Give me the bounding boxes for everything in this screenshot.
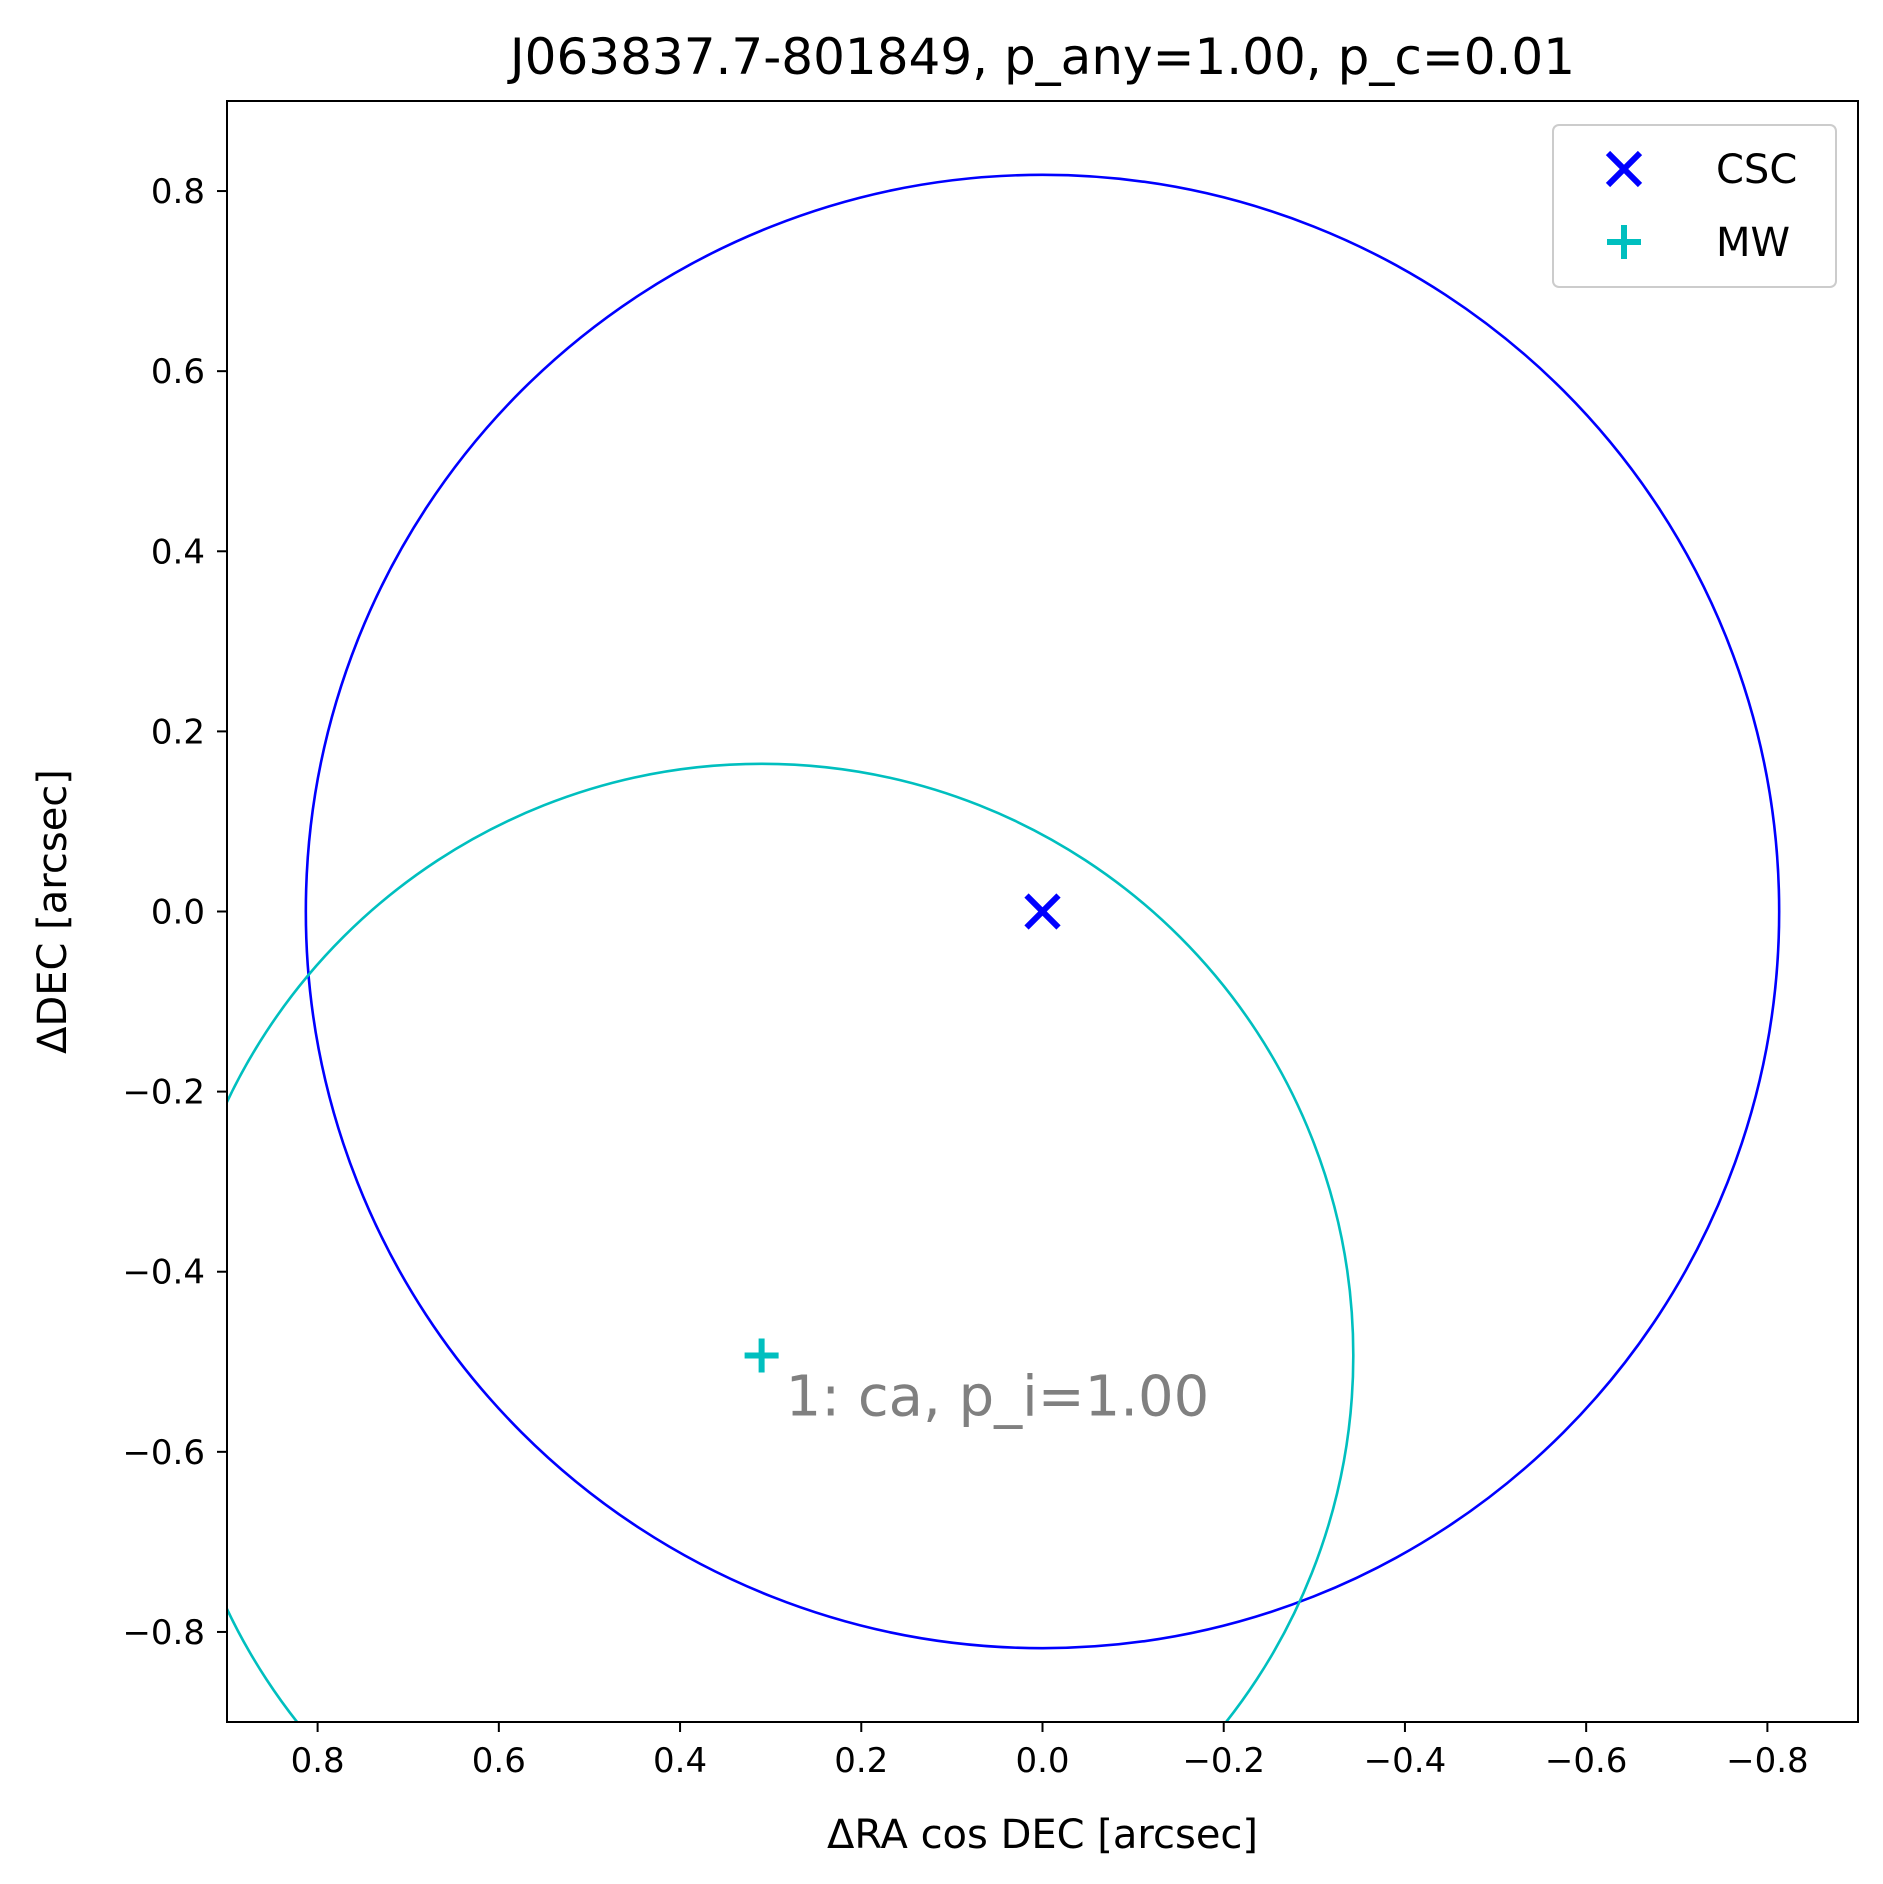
- x-tick-label: −0.2: [1182, 1741, 1265, 1781]
- x-tick-label: 0.0: [1015, 1741, 1069, 1781]
- legend: CSC MW: [1552, 124, 1837, 288]
- y-tick-label: −0.6: [122, 1433, 205, 1473]
- x-axis-label: ΔRA cos DEC [arcsec]: [827, 1812, 1258, 1858]
- y-tick-label: −0.4: [122, 1253, 205, 1293]
- x-tick-label: 0.2: [834, 1741, 888, 1781]
- mw-marker: [744, 1338, 779, 1373]
- x-tick-label: −0.4: [1364, 1741, 1447, 1781]
- legend-mw-icon: [1607, 225, 1641, 259]
- chart-title: J063837.7-801849, p_any=1.00, p_c=0.01: [507, 28, 1575, 86]
- legend-label: CSC: [1716, 147, 1797, 193]
- legend-csc-icon: [1605, 150, 1643, 188]
- legend-label: MW: [1716, 220, 1790, 266]
- x-tick-label: −0.8: [1726, 1741, 1809, 1781]
- csc-error-circle: [304, 173, 1781, 1650]
- x-tick-label: 0.6: [472, 1741, 526, 1781]
- annotations: 1: ca, p_i=1.00: [786, 1364, 1210, 1429]
- x-tick-label: 0.4: [653, 1741, 707, 1781]
- y-axis-label: ΔDEC [arcsec]: [30, 769, 76, 1054]
- csc-marker: [1024, 893, 1061, 930]
- mw-error-circle: [227, 762, 1355, 1722]
- x-tick-label: −0.6: [1545, 1741, 1628, 1781]
- x-axis: 0.8 0.6 0.4 0.2 0.0 −0.2 −0.4 −0.6 −0.8: [291, 1722, 1809, 1781]
- markers: [744, 893, 1061, 1373]
- y-tick-label: 0.2: [151, 712, 205, 752]
- y-tick-label: 0.0: [151, 893, 205, 933]
- y-axis: 0.8 0.6 0.4 0.2 0.0 −0.2 −0.4 −0.6 −0.8: [122, 172, 227, 1653]
- x-tick-label: 0.8: [291, 1741, 345, 1781]
- y-tick-label: 0.4: [151, 532, 205, 572]
- y-tick-label: 0.8: [151, 172, 205, 212]
- error-circles: [227, 173, 1781, 1722]
- y-tick-label: −0.8: [122, 1613, 205, 1653]
- annotation-label: 1: ca, p_i=1.00: [786, 1364, 1210, 1429]
- y-tick-label: −0.2: [122, 1073, 205, 1113]
- y-tick-label: 0.6: [151, 352, 205, 392]
